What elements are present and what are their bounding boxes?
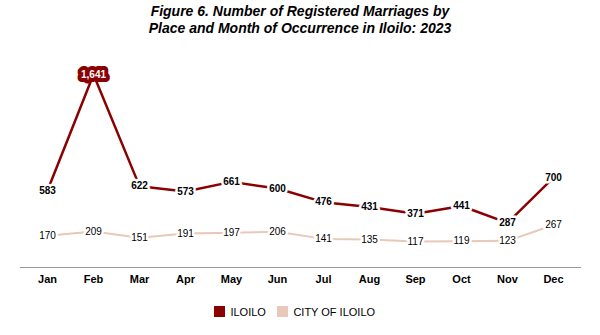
svg-text:Sep: Sep	[405, 273, 425, 285]
svg-text:Feb: Feb	[84, 273, 104, 285]
svg-text:287: 287	[499, 217, 516, 228]
svg-text:622: 622	[131, 180, 148, 191]
svg-text:Oct: Oct	[452, 273, 471, 285]
svg-text:371: 371	[407, 208, 424, 219]
svg-text:Nov: Nov	[497, 273, 519, 285]
svg-text:Jun: Jun	[268, 273, 288, 285]
svg-text:431: 431	[361, 201, 378, 212]
svg-text:151: 151	[131, 232, 148, 243]
svg-text:141: 141	[315, 233, 332, 244]
html-text:ILOILO: ILOILO	[230, 305, 266, 318]
html-text:CITY OF ILOILO: CITY OF ILOILO	[293, 305, 376, 318]
svg-text:Dec: Dec	[543, 273, 563, 285]
svg-text:441: 441	[453, 200, 470, 211]
svg-text:583: 583	[39, 185, 56, 196]
svg-text:170: 170	[39, 230, 56, 241]
svg-text:Jan: Jan	[38, 273, 57, 285]
svg-text:661: 661	[223, 176, 240, 187]
svg-text:209: 209	[85, 226, 102, 237]
svg-text:Mar: Mar	[130, 273, 150, 285]
svg-text:1,641: 1,641	[81, 69, 106, 80]
svg-text:119: 119	[454, 235, 470, 246]
svg-text:Aug: Aug	[359, 273, 380, 285]
html-text:Figure 6. Number of Registered: Figure 6. Number of Registered Marriages…	[148, 3, 452, 36]
svg-text:191: 191	[177, 228, 194, 239]
svg-text:197: 197	[223, 227, 240, 238]
svg-text:135: 135	[361, 234, 378, 245]
svg-text:476: 476	[315, 196, 332, 207]
svg-text:206: 206	[269, 226, 286, 237]
svg-text:267: 267	[545, 219, 562, 230]
svg-text:Jul: Jul	[316, 273, 332, 285]
svg-text:700: 700	[545, 172, 562, 183]
svg-text:600: 600	[269, 183, 286, 194]
svg-text:May: May	[221, 273, 243, 285]
svg-text:123: 123	[499, 235, 516, 246]
svg-text:Apr: Apr	[176, 273, 196, 285]
svg-text:573: 573	[177, 186, 194, 197]
svg-text:117: 117	[408, 236, 424, 247]
